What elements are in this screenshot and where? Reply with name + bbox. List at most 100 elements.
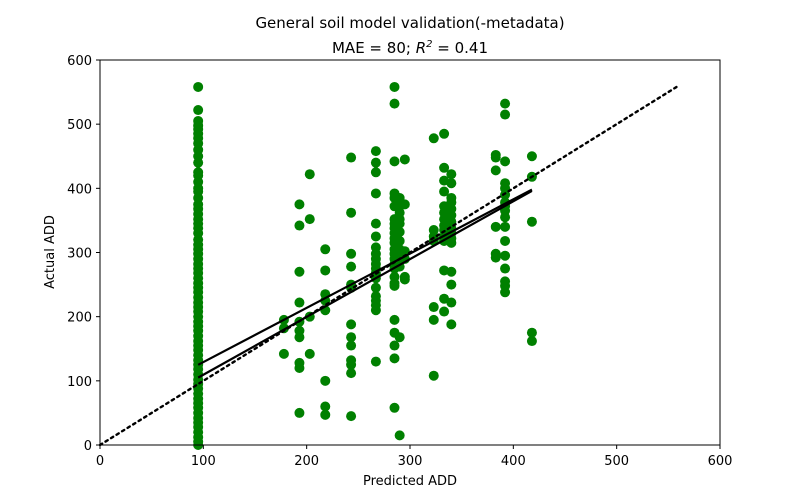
data-point bbox=[490, 165, 501, 176]
data-point bbox=[389, 353, 400, 364]
data-point bbox=[446, 178, 457, 189]
data-point bbox=[370, 157, 381, 168]
data-point bbox=[370, 356, 381, 367]
chart-subtitle: MAE = 80; R2 = 0.41 bbox=[0, 34, 800, 59]
data-point bbox=[370, 146, 381, 157]
data-point bbox=[446, 297, 457, 308]
x-axis-title: Predicted ADD bbox=[363, 474, 457, 489]
data-point bbox=[370, 167, 381, 178]
data-point bbox=[389, 340, 400, 351]
data-point bbox=[346, 340, 357, 351]
r2-exponent: 2 bbox=[426, 39, 433, 50]
data-point bbox=[490, 221, 501, 232]
data-point bbox=[389, 402, 400, 413]
data-point bbox=[278, 348, 289, 359]
data-point bbox=[399, 154, 410, 165]
data-point bbox=[439, 186, 450, 197]
data-point bbox=[389, 98, 400, 109]
y-tick-label: 400 bbox=[67, 182, 92, 197]
data-point bbox=[439, 128, 450, 139]
data-point bbox=[370, 188, 381, 199]
data-point bbox=[320, 244, 331, 255]
r2-symbol: R bbox=[415, 39, 427, 57]
data-point bbox=[294, 199, 305, 210]
data-point bbox=[346, 332, 357, 343]
data-point bbox=[320, 409, 331, 420]
data-point bbox=[394, 430, 405, 441]
data-point bbox=[446, 279, 457, 290]
regression-line bbox=[197, 189, 533, 379]
data-point bbox=[389, 314, 400, 325]
data-point bbox=[394, 332, 405, 343]
data-point bbox=[394, 218, 405, 229]
data-point bbox=[399, 199, 410, 210]
y-tick-label: 300 bbox=[67, 247, 92, 262]
data-point bbox=[294, 407, 305, 418]
lines-layer bbox=[98, 84, 680, 447]
data-point bbox=[304, 348, 315, 359]
data-point bbox=[346, 152, 357, 163]
y-axis-title: Actual ADD bbox=[43, 215, 58, 289]
data-point bbox=[428, 302, 439, 313]
data-point bbox=[490, 252, 501, 263]
data-point bbox=[346, 261, 357, 272]
data-point bbox=[294, 220, 305, 231]
data-point bbox=[526, 336, 537, 347]
data-point bbox=[346, 411, 357, 422]
data-point bbox=[526, 327, 537, 338]
data-point bbox=[320, 401, 331, 412]
data-point bbox=[526, 151, 537, 162]
data-point bbox=[439, 306, 450, 317]
y-tick-label: 500 bbox=[67, 118, 92, 133]
data-point bbox=[428, 314, 439, 325]
x-tick-label: 600 bbox=[708, 454, 733, 469]
data-point bbox=[294, 266, 305, 277]
x-tick-label: 300 bbox=[398, 454, 423, 469]
data-point bbox=[346, 368, 357, 379]
data-point bbox=[294, 332, 305, 343]
data-point bbox=[346, 248, 357, 259]
points-layer bbox=[193, 81, 537, 450]
data-point bbox=[446, 266, 457, 277]
data-point bbox=[500, 109, 511, 120]
data-point bbox=[500, 98, 511, 109]
data-point bbox=[304, 214, 315, 225]
data-point bbox=[446, 319, 457, 330]
data-point bbox=[500, 235, 511, 246]
data-point bbox=[439, 162, 450, 173]
data-point bbox=[399, 274, 410, 285]
x-tick-label: 0 bbox=[96, 454, 104, 469]
data-point bbox=[394, 226, 405, 237]
data-point bbox=[490, 152, 501, 163]
ticks-layer: 0 100 200 300 400 500 600 0 100 200 300 400 500 600 bbox=[67, 54, 732, 469]
data-point bbox=[370, 231, 381, 242]
data-point bbox=[389, 156, 400, 167]
y-tick-label: 600 bbox=[67, 54, 92, 69]
data-point bbox=[346, 359, 357, 370]
data-point bbox=[294, 297, 305, 308]
r2-value-text: = 0.41 bbox=[432, 39, 489, 57]
x-tick-label: 100 bbox=[191, 454, 216, 469]
data-point bbox=[500, 250, 511, 261]
data-point bbox=[500, 156, 511, 167]
data-point bbox=[446, 237, 457, 248]
data-point bbox=[428, 133, 439, 144]
data-point bbox=[370, 218, 381, 229]
x-tick-label: 500 bbox=[604, 454, 629, 469]
data-point bbox=[500, 287, 511, 298]
mae-text: MAE = 80; bbox=[331, 39, 416, 57]
data-point bbox=[193, 105, 204, 116]
data-point bbox=[193, 157, 204, 168]
y-tick-label: 100 bbox=[67, 375, 92, 390]
data-point bbox=[526, 216, 537, 227]
data-point bbox=[500, 263, 511, 274]
data-point bbox=[346, 319, 357, 330]
data-point bbox=[500, 221, 511, 232]
data-point bbox=[320, 375, 331, 386]
data-point bbox=[370, 282, 381, 293]
y-tick-label: 0 bbox=[84, 439, 92, 454]
data-point bbox=[370, 305, 381, 316]
data-point bbox=[394, 235, 405, 246]
data-point bbox=[346, 207, 357, 218]
